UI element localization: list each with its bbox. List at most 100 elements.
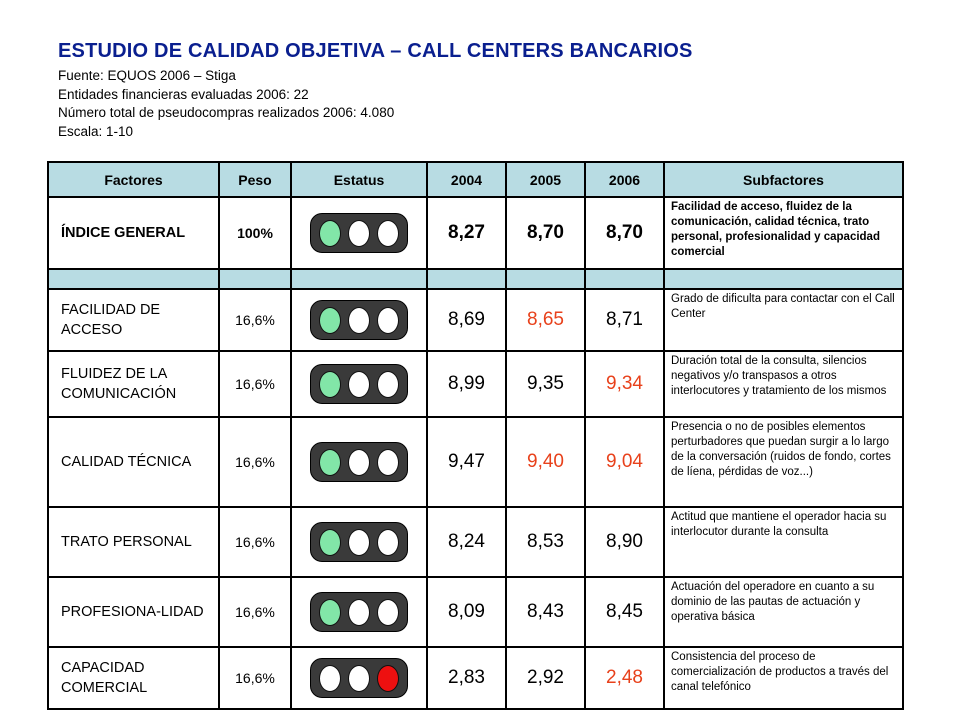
report-purchases: Número total de pseudocompras realizados… <box>58 105 395 120</box>
traffic-light-icon <box>310 658 408 698</box>
col-header-factores: Factores <box>47 161 220 198</box>
traffic-light-icon <box>310 364 408 404</box>
separator-cell <box>426 268 507 290</box>
subfactores-cell: Facilidad de acceso, fluidez de la comun… <box>663 196 904 270</box>
green-lamp-icon <box>318 370 341 398</box>
report-entities: Entidades financieras evaluadas 2006: 22 <box>58 86 309 102</box>
status-cell <box>290 288 428 352</box>
score-2006-cell: 8,71 <box>584 288 665 352</box>
status-cell <box>290 576 428 648</box>
col-header-2006: 2006 <box>584 161 665 198</box>
separator-cell <box>663 268 904 290</box>
score-2004-cell: 2,83 <box>426 646 507 710</box>
score-2004-cell: 8,24 <box>426 506 507 578</box>
green-lamp-icon <box>318 448 341 476</box>
score-2006-cell: 9,34 <box>584 350 665 418</box>
status-cell <box>290 646 428 710</box>
table-row: CALIDAD TÉCNICA 16,6% 9,47 9,40 9,04 Presenci… <box>47 416 904 508</box>
traffic-light-icon <box>310 213 408 253</box>
table-row: PROFESIONA-LIDAD 16,6% 8,09 8,43 8,45 Actuaci… <box>47 576 904 648</box>
status-cell <box>290 416 428 508</box>
traffic-light-icon <box>310 522 408 562</box>
table-header-row: Factores Peso Estatus 2004 2005 2006 Sub… <box>47 161 904 198</box>
report-title: ESTUDIO DE CALIDAD OBJETIVA – CALL CENTE… <box>58 40 693 62</box>
red-lamp-icon <box>377 664 400 692</box>
status-cell <box>290 196 428 270</box>
score-2005-cell: 8,43 <box>505 576 586 648</box>
factor-cell: FLUIDEZ DE LA COMUNICACIÓN <box>47 350 220 418</box>
score-2005-cell: 2,92 <box>505 646 586 710</box>
separator-cell <box>290 268 428 290</box>
factor-cell: FACILIDAD DE ACCESO <box>47 288 220 352</box>
score-2006-cell: 8,90 <box>584 506 665 578</box>
factor-cell: PROFESIONA-LIDAD <box>47 576 220 648</box>
subfactores-cell: Actitud que mantiene el operador hacia s… <box>663 506 904 578</box>
white-lamp-icon <box>377 528 400 556</box>
factor-cell: CAPACIDAD COMERCIAL <box>47 646 220 710</box>
score-2005-cell: 9,35 <box>505 350 586 418</box>
traffic-light-icon <box>310 592 408 632</box>
white-lamp-icon <box>347 664 370 692</box>
score-2005-cell: 9,40 <box>505 416 586 508</box>
separator-cell <box>505 268 586 290</box>
white-lamp-icon <box>377 219 400 247</box>
table-row: TRATO PERSONAL 16,6% 8,24 8,53 8,90 Actitud q… <box>47 506 904 578</box>
white-lamp-icon <box>347 448 370 476</box>
col-header-2004: 2004 <box>426 161 507 198</box>
white-lamp-icon <box>318 664 341 692</box>
report-source: Fuente: EQUOS 2006 – Stiga <box>58 68 236 83</box>
green-lamp-icon <box>318 528 341 556</box>
score-2006-cell: 8,70 <box>584 196 665 270</box>
score-2005-cell: 8,70 <box>505 196 586 270</box>
col-header-peso: Peso <box>218 161 292 198</box>
peso-cell: 100% <box>218 196 292 270</box>
peso-cell: 16,6% <box>218 576 292 648</box>
score-2005-cell: 8,65 <box>505 288 586 352</box>
peso-cell: 16,6% <box>218 506 292 578</box>
score-2005-cell: 8,53 <box>505 506 586 578</box>
status-cell <box>290 506 428 578</box>
white-lamp-icon <box>347 306 370 334</box>
factor-cell: CALIDAD TÉCNICA <box>47 416 220 508</box>
table-row: FLUIDEZ DE LA COMUNICACIÓN 16,6% 8,99 9,35 9… <box>47 350 904 418</box>
green-lamp-icon <box>318 219 341 247</box>
peso-cell: 16,6% <box>218 416 292 508</box>
subfactores-cell: Duración total de la consulta, silencios… <box>663 350 904 418</box>
quality-table: Factores Peso Estatus 2004 2005 2006 Sub… <box>47 161 904 710</box>
subfactores-cell: Grado de dificulta para contactar con el… <box>663 288 904 352</box>
separator-row <box>47 268 904 290</box>
col-header-subfactores: Subfactores <box>663 161 904 198</box>
white-lamp-icon <box>347 598 370 626</box>
green-lamp-icon <box>318 306 341 334</box>
traffic-light-icon <box>310 442 408 482</box>
peso-cell: 16,6% <box>218 350 292 418</box>
white-lamp-icon <box>377 598 400 626</box>
score-2004-cell: 9,47 <box>426 416 507 508</box>
table-row-index-general: ÍNDICE GENERAL 100% 8,27 8,70 8,70 Facilidad … <box>47 196 904 270</box>
score-2004-cell: 8,99 <box>426 350 507 418</box>
traffic-light-icon <box>310 300 408 340</box>
status-cell <box>290 350 428 418</box>
subfactores-cell: Actuación del operadore en cuanto a su d… <box>663 576 904 648</box>
col-header-estatus: Estatus <box>290 161 428 198</box>
white-lamp-icon <box>377 448 400 476</box>
score-2006-cell: 8,45 <box>584 576 665 648</box>
subfactores-cell: Consistencia del proceso de comercializa… <box>663 646 904 710</box>
white-lamp-icon <box>347 528 370 556</box>
score-2006-cell: 2,48 <box>584 646 665 710</box>
white-lamp-icon <box>377 370 400 398</box>
score-2004-cell: 8,69 <box>426 288 507 352</box>
score-2006-cell: 9,04 <box>584 416 665 508</box>
report-header: ESTUDIO DE CALIDAD OBJETIVA – CALL CENTE… <box>58 40 693 141</box>
score-2004-cell: 8,09 <box>426 576 507 648</box>
score-2004-cell: 8,27 <box>426 196 507 270</box>
col-header-2005: 2005 <box>505 161 586 198</box>
white-lamp-icon <box>377 306 400 334</box>
separator-cell <box>218 268 292 290</box>
factor-cell: ÍNDICE GENERAL <box>47 196 220 270</box>
report-scale: Escala: 1-10 <box>58 123 134 139</box>
white-lamp-icon <box>347 370 370 398</box>
separator-cell <box>584 268 665 290</box>
peso-cell: 16,6% <box>218 646 292 710</box>
white-lamp-icon <box>347 219 370 247</box>
